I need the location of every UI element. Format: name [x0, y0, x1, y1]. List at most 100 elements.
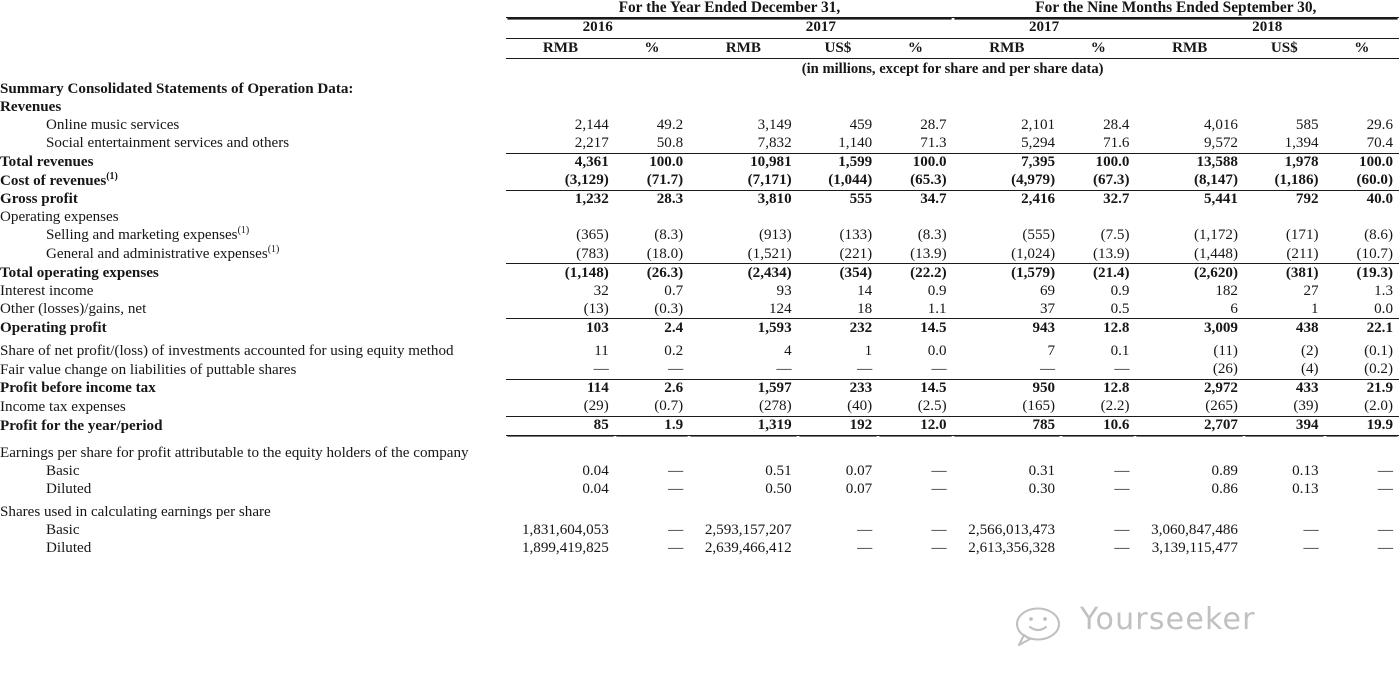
table-cell: 192	[797, 416, 879, 436]
table-cell: (40)	[797, 397, 879, 417]
table-cell: (1,448)	[1135, 245, 1244, 265]
table-cell: 14	[857, 282, 873, 299]
table-row: Profit for the year/period 85 1.9 1,319 192 1…	[0, 416, 1399, 436]
table-cell: (4,979)	[952, 171, 1062, 191]
table-cell: 0.30	[1028, 481, 1056, 498]
table-cell: 0.7	[664, 282, 684, 299]
table-cell: 1,394	[1243, 134, 1325, 154]
table-cell: (4)	[1243, 360, 1325, 380]
table-cell: (22.2)	[910, 264, 947, 281]
table-cell: 1,140	[797, 134, 879, 154]
table-cell: 1,593	[757, 319, 792, 336]
table-cell: —	[857, 540, 873, 557]
row-label: Diluted	[46, 481, 92, 498]
table-cell: (7,171)	[689, 171, 798, 191]
table-cell: —	[931, 522, 947, 539]
table-cell: 27	[1303, 282, 1319, 299]
table-row: General and administrative expenses(1) (7…	[0, 245, 1399, 265]
table-row: Social entertainment services and others…	[0, 134, 1399, 154]
table-cell: (354)	[839, 264, 873, 281]
table-cell: 28.4	[1103, 116, 1130, 133]
table-cell: 0.50	[765, 481, 792, 498]
table-cell: —	[1377, 481, 1393, 498]
table-cell: (21.4)	[1093, 264, 1130, 281]
table-cell: 0.9	[927, 282, 947, 299]
table-cell: 0.04	[582, 463, 609, 480]
table-cell	[953, 209, 1061, 227]
table-cell: (1,521)	[689, 245, 798, 265]
table-cell	[1244, 209, 1325, 227]
row-label: Cost of revenues(1)	[0, 170, 118, 189]
table-cell: 28.3	[656, 191, 684, 208]
table-cell: 0.31	[1028, 463, 1056, 480]
table-cell: —	[931, 463, 947, 480]
table-cell: 69	[1040, 282, 1056, 299]
table-cell: 1,831,604,053	[521, 522, 609, 539]
table-cell: 1,597	[757, 380, 792, 397]
row-label: Operating profit	[0, 319, 107, 336]
table-cell	[506, 209, 614, 227]
table-cell: 13,588	[1196, 154, 1238, 171]
table-cell: (13.9)	[878, 245, 953, 265]
table-row: Income tax expenses (29) (0.7) (278) (40) (2.…	[0, 397, 1399, 417]
table-cell: 433	[1295, 380, 1319, 397]
table-cell	[506, 98, 614, 116]
table-cell	[878, 209, 952, 227]
row-label: Other (losses)/gains, net	[0, 301, 147, 318]
table-row: Earnings per share for profit attributab…	[0, 444, 1399, 462]
table-cell: —	[797, 360, 879, 380]
table-cell	[1061, 209, 1135, 227]
row-label: Social entertainment services and others	[46, 135, 290, 152]
table-cell: (211)	[1243, 245, 1325, 265]
table-cell: 93	[776, 282, 792, 299]
table-row: Total revenues 4,361 100.0 10,981 1,599 100.0…	[0, 153, 1399, 172]
table-header: For the Year Ended December 31, For the …	[0, 0, 1399, 80]
table-cell: (783)	[506, 245, 615, 265]
table-cell: 4,361	[574, 154, 609, 171]
table-cell: 10,981	[750, 154, 792, 171]
row-label: Diluted	[46, 540, 92, 557]
table-cell: 233	[849, 380, 873, 397]
table-cell	[798, 504, 879, 522]
table-cell: 22.1	[1366, 319, 1393, 336]
table-cell: —	[668, 540, 684, 557]
table-cell: 1	[1243, 300, 1325, 320]
table-cell: 37	[952, 300, 1062, 320]
table-cell	[1135, 209, 1243, 227]
table-cell	[1244, 504, 1325, 522]
header-blank-2	[0, 18, 506, 38]
table-cell: 0.86	[1211, 481, 1238, 498]
table-cell: —	[1377, 463, 1393, 480]
table-cell: —	[857, 522, 873, 539]
table-cell	[506, 444, 614, 462]
header-2017a-usd: US$	[797, 38, 879, 59]
table-cell: 34.7	[920, 191, 947, 208]
table-cell: 21.9	[1366, 380, 1393, 397]
header-currency-row: RMB % RMB US$ % RMB % RMB US$ %	[0, 38, 1399, 59]
table-cell: 50.8	[614, 134, 690, 154]
table-cell: 19.9	[1324, 416, 1399, 436]
table-cell: (1,044)	[797, 171, 879, 191]
row-label: Profit before income tax	[0, 380, 156, 397]
row-label: Selling and marketing expenses(1)	[46, 225, 250, 244]
table-cell: (171)	[1285, 227, 1319, 244]
header-2016-rmb: RMB	[506, 38, 615, 59]
table-cell: 1,599	[838, 154, 873, 171]
table-cell: 3,139,115,477	[1151, 540, 1238, 557]
table-cell: 114	[586, 380, 609, 397]
table-cell: 2,101	[1021, 116, 1056, 133]
table-row: Gross profit 1,232 28.3 3,810 555 34.7 2,416 32…	[0, 190, 1399, 209]
row-label: Share of net profit/(loss) of investment…	[0, 343, 454, 359]
table-cell: 28.7	[920, 116, 947, 133]
table-cell: 49.2	[656, 116, 684, 133]
wechat-logo-icon	[1014, 606, 1074, 653]
table-cell: —	[614, 360, 690, 380]
table-cell	[506, 504, 614, 522]
table-cell	[878, 444, 952, 462]
table-cell	[1325, 209, 1399, 227]
table-row: Basic 1,831,604,053 — 2,593,157,207 — — 2,566,…	[0, 522, 1399, 540]
footnote-marker: (1)	[237, 225, 250, 237]
table-cell	[1325, 504, 1399, 522]
table-cell: 12.0	[878, 416, 953, 436]
table-cell: 12.8	[1103, 319, 1130, 336]
